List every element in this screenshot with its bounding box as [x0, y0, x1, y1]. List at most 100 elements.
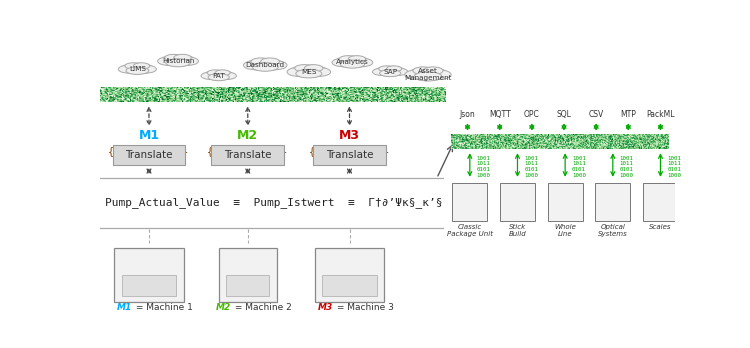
Ellipse shape [160, 55, 196, 66]
Text: SAP: SAP [383, 69, 398, 74]
Text: = Machine 2: = Machine 2 [232, 303, 292, 312]
Ellipse shape [177, 57, 199, 65]
Ellipse shape [335, 56, 370, 68]
Ellipse shape [427, 70, 451, 79]
Text: M2: M2 [237, 129, 258, 142]
FancyBboxPatch shape [315, 248, 384, 302]
Ellipse shape [386, 66, 402, 72]
Text: Scales: Scales [650, 224, 672, 230]
Text: 1001
1011
0101
1000: 1001 1011 0101 1000 [572, 156, 586, 178]
Ellipse shape [136, 65, 157, 73]
Ellipse shape [408, 68, 448, 80]
Ellipse shape [134, 63, 150, 69]
Text: 1001
1011
0101
1000: 1001 1011 0101 1000 [668, 156, 682, 178]
Text: M2: M2 [216, 303, 231, 312]
Ellipse shape [166, 59, 190, 67]
FancyBboxPatch shape [314, 145, 386, 165]
Ellipse shape [174, 54, 191, 61]
Ellipse shape [375, 66, 405, 76]
Ellipse shape [339, 56, 356, 62]
Text: {_Pump_speed}: {_Pump_speed} [309, 146, 390, 157]
FancyBboxPatch shape [548, 183, 583, 221]
Text: 1001
1011
0101
1000: 1001 1011 0101 1000 [524, 156, 538, 178]
Text: SQL: SQL [556, 110, 572, 119]
Ellipse shape [287, 68, 310, 76]
FancyBboxPatch shape [643, 183, 678, 221]
Text: {_Pump_speed}: {_Pump_speed} [207, 146, 289, 157]
Text: Pump_Actual_Value  ≡  Pump_Istwert  ≡  Γ†∂’Ψκ§_κ’§: Pump_Actual_Value ≡ Pump_Istwert ≡ Γ†∂’Ψ… [105, 197, 442, 208]
Text: 1001
1011
0101
1000: 1001 1011 0101 1000 [477, 156, 490, 178]
FancyBboxPatch shape [219, 248, 277, 302]
FancyBboxPatch shape [112, 145, 185, 165]
Ellipse shape [207, 70, 222, 76]
Ellipse shape [165, 54, 182, 61]
Text: Translate: Translate [224, 150, 272, 160]
Ellipse shape [203, 70, 234, 80]
Ellipse shape [261, 58, 279, 65]
Text: CSV: CSV [589, 110, 604, 119]
Text: Stick
Build: Stick Build [509, 224, 526, 237]
Ellipse shape [290, 65, 328, 77]
Ellipse shape [414, 72, 442, 81]
FancyBboxPatch shape [211, 145, 284, 165]
Ellipse shape [126, 67, 148, 74]
Ellipse shape [340, 60, 364, 68]
FancyBboxPatch shape [122, 275, 176, 295]
Ellipse shape [380, 70, 400, 77]
Text: Historian: Historian [162, 58, 194, 64]
Text: 1001
1011
0101
1000: 1001 1011 0101 1000 [620, 156, 634, 178]
Ellipse shape [215, 70, 230, 76]
Ellipse shape [423, 67, 443, 74]
Ellipse shape [209, 74, 230, 81]
Ellipse shape [264, 61, 287, 70]
Ellipse shape [251, 58, 270, 65]
Ellipse shape [118, 65, 139, 73]
Ellipse shape [158, 57, 179, 65]
Ellipse shape [125, 63, 141, 69]
Text: Dashboard: Dashboard [246, 62, 285, 68]
Text: Analytics: Analytics [336, 59, 369, 65]
Text: PAT: PAT [212, 73, 225, 79]
Text: M1: M1 [117, 303, 132, 312]
Ellipse shape [373, 68, 392, 76]
Ellipse shape [405, 70, 429, 79]
Text: = Machine 3: = Machine 3 [334, 303, 394, 312]
Ellipse shape [351, 58, 373, 67]
Text: {_Pump_speed}: {_Pump_speed} [108, 146, 190, 157]
FancyBboxPatch shape [452, 183, 488, 221]
Text: LIMS: LIMS [129, 66, 146, 72]
Ellipse shape [201, 72, 220, 79]
Text: Translate: Translate [326, 150, 374, 160]
Text: Json: Json [460, 110, 476, 119]
Text: Asset
Management: Asset Management [404, 68, 451, 81]
Ellipse shape [121, 63, 154, 74]
Text: MTP: MTP [620, 110, 636, 119]
Ellipse shape [252, 63, 278, 71]
Ellipse shape [296, 69, 322, 78]
Text: MES: MES [301, 69, 316, 75]
Text: MQTT: MQTT [489, 110, 511, 119]
Ellipse shape [217, 72, 236, 79]
Text: Whole
Line: Whole Line [554, 224, 576, 237]
Ellipse shape [413, 67, 433, 74]
Text: = Machine 1: = Machine 1 [134, 303, 194, 312]
Ellipse shape [295, 65, 314, 72]
Text: Translate: Translate [125, 150, 172, 160]
Ellipse shape [379, 66, 394, 72]
Text: M3: M3 [339, 129, 360, 142]
Ellipse shape [389, 68, 408, 76]
Text: M1: M1 [139, 129, 160, 142]
FancyBboxPatch shape [596, 183, 630, 221]
FancyBboxPatch shape [322, 275, 376, 295]
Ellipse shape [247, 58, 284, 71]
Ellipse shape [244, 61, 266, 70]
Ellipse shape [304, 65, 323, 72]
Text: M3: M3 [317, 303, 333, 312]
Text: Classic
Package Unit: Classic Package Unit [447, 224, 493, 237]
FancyBboxPatch shape [114, 248, 184, 302]
Ellipse shape [308, 68, 331, 76]
FancyBboxPatch shape [500, 183, 535, 221]
Text: OPC: OPC [524, 110, 540, 119]
Text: PackML: PackML [646, 110, 675, 119]
Text: Optical
Systems: Optical Systems [598, 224, 628, 237]
